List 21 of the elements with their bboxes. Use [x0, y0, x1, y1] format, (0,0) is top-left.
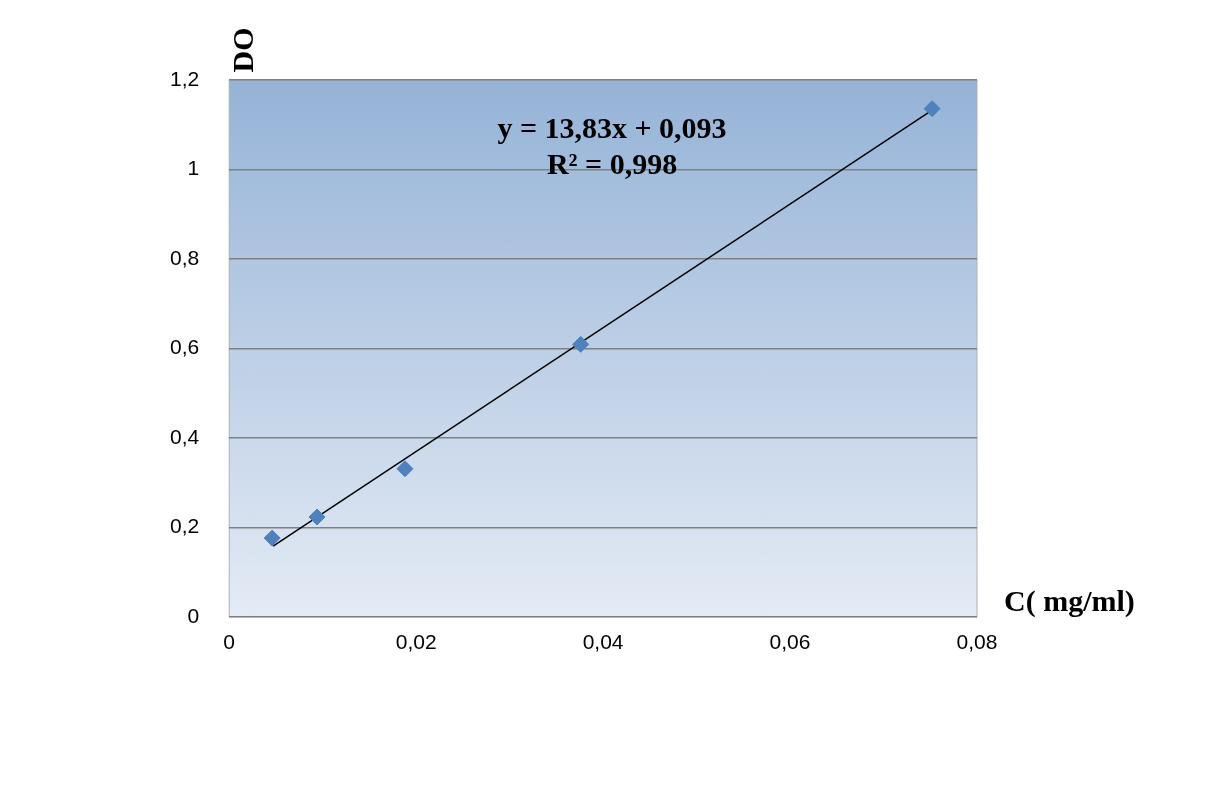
- x-tick-label: 0,08: [956, 630, 998, 654]
- y-tick-label: 0,8: [169, 245, 200, 269]
- point: [396, 460, 414, 478]
- y-tick-label: 1: [187, 156, 200, 180]
- x-tick-label: 0: [223, 630, 236, 654]
- point: [923, 100, 941, 118]
- point: [572, 335, 590, 353]
- y-tick-label: 0,2: [169, 514, 200, 538]
- point: [263, 529, 281, 547]
- y-axis-title: DO: [225, 27, 259, 73]
- y-tick-label: 0: [187, 603, 200, 627]
- x-axis-title: C( mg/ml): [1004, 583, 1135, 618]
- annotation: y = 13,83x + 0,093: [497, 110, 727, 144]
- y-tick-label: 1,2: [169, 66, 200, 90]
- x-tick-label: 0,04: [582, 630, 624, 654]
- y-tick-label: 0,6: [169, 335, 200, 359]
- annotation: R² = 0,998: [546, 146, 678, 180]
- point: [308, 508, 326, 526]
- x-tick-label: 0,02: [395, 630, 437, 654]
- y-tick-label: 0,4: [169, 424, 200, 448]
- x-tick-label: 0,06: [769, 630, 811, 654]
